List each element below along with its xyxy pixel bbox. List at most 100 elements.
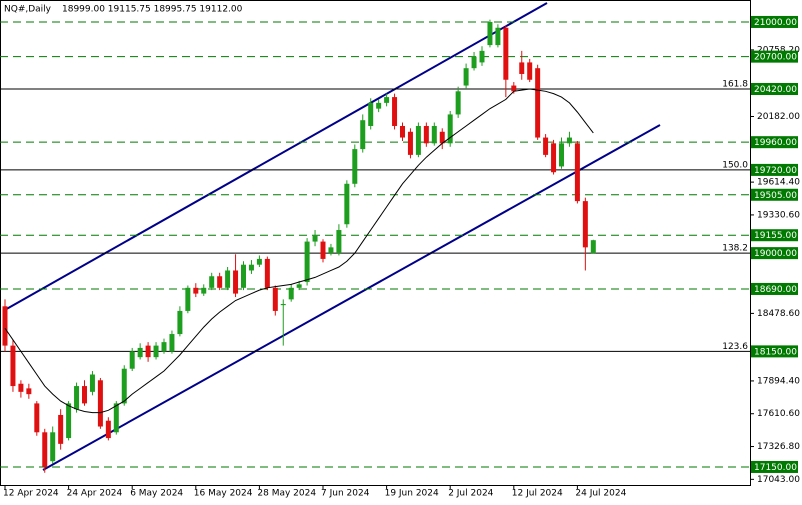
x-tick-label: 16 May 2024 [194, 489, 253, 499]
level-label-box [751, 460, 798, 473]
level-label-box [751, 163, 798, 176]
y-tick-label: 19614.40 [757, 178, 800, 188]
candle-body [129, 351, 135, 369]
level-label: 19155.00 [754, 231, 797, 241]
x-tick-label: 7 Jun 2024 [321, 489, 370, 499]
candle-body [352, 149, 358, 184]
candle-body [535, 68, 541, 138]
candle-body [248, 264, 254, 271]
x-tick-label: 2 Jul 2024 [448, 489, 493, 499]
candle-body [590, 240, 596, 254]
candle-body [241, 264, 246, 288]
candle-body [264, 258, 270, 288]
x-tick-label: 24 Jul 2024 [575, 489, 626, 499]
candle-body [511, 85, 517, 92]
candle-body [479, 50, 485, 63]
level-label-box [751, 136, 798, 149]
y-tick-label: 17610.60 [757, 409, 800, 419]
candle-body [463, 68, 469, 86]
fib-label: 138.2 [722, 244, 748, 254]
candle-body [551, 143, 557, 173]
level-label-box [751, 282, 798, 295]
candle-body [423, 125, 429, 144]
level-label: 19960.00 [754, 138, 797, 148]
candle-body [559, 143, 564, 167]
candle-body [447, 114, 453, 144]
candle-body [272, 287, 278, 311]
candle-body [26, 388, 32, 395]
candle-body [50, 432, 56, 462]
candle-body [145, 345, 151, 358]
candle-body [97, 380, 103, 427]
channel-upper [2, 2, 548, 312]
candle-body [74, 386, 80, 410]
channel-lower [42, 124, 661, 471]
ohlc: 18999.00 19115.75 18995.75 19112.00 [62, 5, 243, 15]
candle-body [193, 287, 199, 294]
candle-body [384, 97, 390, 103]
candle-body [185, 287, 191, 311]
plot-frame [0, 0, 751, 486]
candle-body [177, 310, 183, 335]
candle-body [407, 131, 413, 155]
y-tick-label: 20182.00 [757, 112, 800, 122]
y-tick-label: 17894.40 [757, 376, 800, 386]
candle-body [543, 137, 549, 155]
candle-body [519, 62, 525, 74]
candle-body [503, 27, 509, 80]
candle-body [34, 403, 40, 433]
x-tick-label: 24 Apr 2024 [67, 489, 123, 499]
candle-body [574, 143, 580, 202]
candle-body [336, 230, 342, 254]
level-label: 17150.00 [754, 463, 797, 473]
candle-body [288, 287, 294, 300]
level-label-box [751, 83, 798, 96]
candle-body [320, 241, 326, 259]
candle-body [392, 97, 398, 126]
level-label: 18690.00 [754, 285, 797, 295]
level-label: 19720.00 [754, 166, 797, 176]
candle-body [201, 287, 207, 294]
level-label: 21000.00 [754, 18, 797, 28]
x-tick-label: 12 Apr 2024 [3, 489, 59, 499]
candle-body [360, 120, 366, 150]
candle-body [471, 56, 477, 69]
candle-body [169, 334, 175, 352]
candle-body [495, 27, 501, 46]
candle-body [280, 303, 286, 306]
candle-body [113, 403, 119, 433]
fib-label: 150.0 [722, 160, 748, 170]
candle-body [66, 403, 72, 439]
candle-body [42, 432, 48, 467]
level-label: 19505.00 [754, 191, 797, 201]
fib-label: 123.6 [722, 342, 748, 352]
candle-body [582, 201, 588, 248]
candle-body [2, 306, 8, 346]
x-tick-label: 6 May 2024 [130, 489, 183, 499]
level-label-box [751, 345, 798, 358]
symbol: NQ#,Daily [4, 5, 52, 15]
candle-body [328, 247, 334, 254]
y-tick-label: 20758.20 [757, 45, 800, 55]
y-tick-label: 17043.00 [757, 475, 800, 485]
candle-body [376, 102, 382, 109]
level-label-box [751, 50, 798, 63]
candle-body [10, 345, 16, 387]
level-label: 20700.00 [754, 53, 797, 63]
level-label-box [751, 15, 798, 28]
level-label: 20420.00 [754, 85, 797, 95]
candle-body [82, 386, 87, 404]
candle-body [439, 131, 445, 144]
candle-body [400, 125, 405, 138]
candle-body [18, 383, 24, 392]
candle-body [487, 21, 493, 46]
candle-body [455, 91, 461, 115]
level-label: 19000.00 [754, 249, 797, 259]
y-tick-label: 18478.60 [757, 309, 800, 319]
y-tick-label: 17326.80 [757, 442, 800, 452]
candle-body [256, 258, 262, 265]
level-label-box [751, 188, 798, 201]
level-label-box [751, 229, 798, 242]
candle-body [312, 235, 318, 242]
